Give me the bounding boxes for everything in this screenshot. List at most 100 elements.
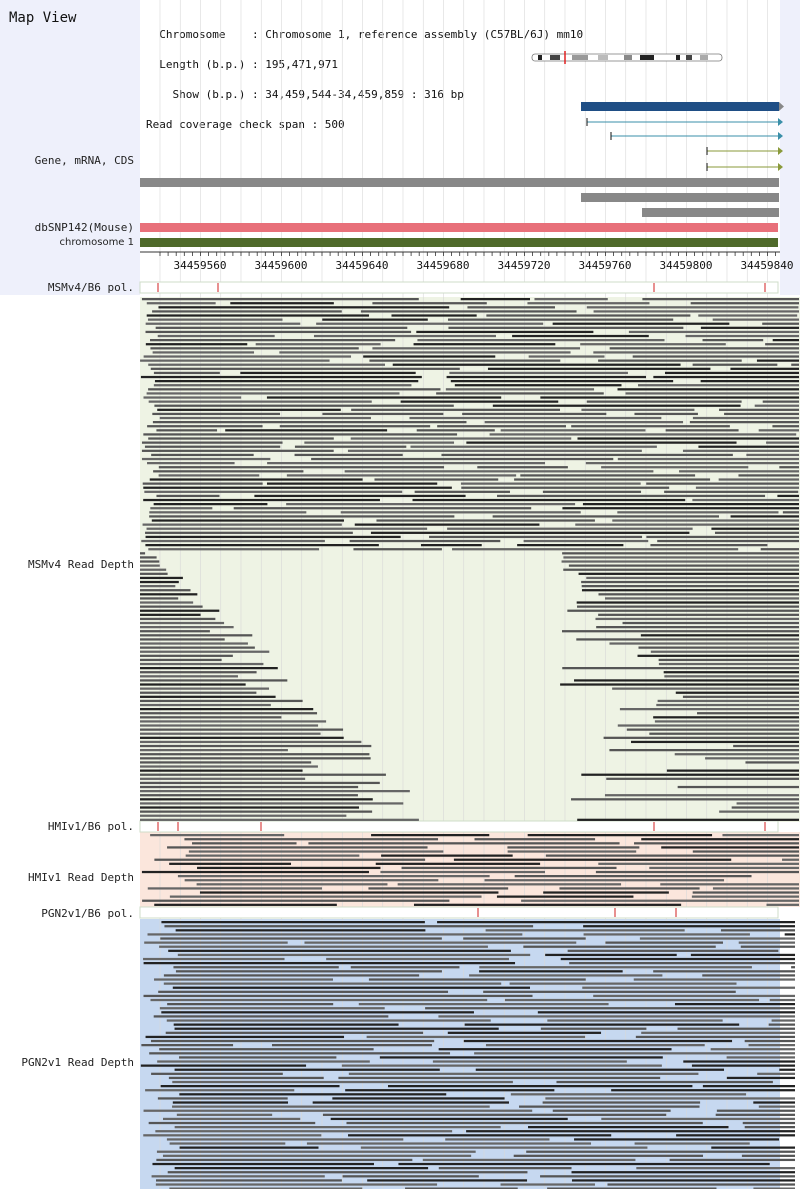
- sequence-read: [140, 691, 257, 694]
- right-margin-panel: [780, 0, 800, 295]
- sequence-read: [568, 564, 799, 567]
- sequence-read: [152, 1162, 374, 1166]
- sequence-read: [143, 1109, 533, 1112]
- sequence-read: [598, 593, 799, 596]
- sequence-read: [375, 862, 541, 865]
- sequence-read: [753, 1187, 795, 1189]
- sequence-read: [152, 310, 342, 313]
- sequence-read: [571, 425, 730, 428]
- sequence-read: [347, 449, 642, 452]
- sequence-read: [581, 773, 799, 776]
- sequence-read: [569, 962, 795, 965]
- sequence-read: [174, 1027, 499, 1030]
- sequence-read: [782, 858, 799, 861]
- sequence-read: [679, 470, 799, 473]
- sequence-read: [475, 1068, 725, 1071]
- sequence-read: [586, 576, 799, 580]
- sequence-read: [632, 355, 799, 358]
- sequence-read: [230, 302, 334, 305]
- sequence-read: [479, 966, 752, 969]
- sequence-read: [145, 531, 353, 534]
- sequence-read: [140, 601, 194, 604]
- sequence-read: [150, 347, 359, 350]
- sequence-read: [595, 870, 799, 874]
- sequence-read: [140, 593, 198, 596]
- sequence-read: [596, 626, 799, 629]
- sequence-read: [742, 1121, 795, 1125]
- sequence-read: [577, 437, 799, 440]
- sequence-read: [154, 380, 419, 383]
- sequence-read: [368, 887, 509, 890]
- sequence-read: [649, 732, 799, 735]
- chromosome-track-label: chromosome 1: [59, 237, 134, 248]
- sequence-read: [140, 773, 386, 776]
- sequence-read: [354, 523, 540, 526]
- sequence-read: [345, 1089, 555, 1092]
- sequence-read: [528, 1126, 729, 1129]
- sequence-read: [167, 1003, 334, 1006]
- sequence-read: [485, 929, 685, 932]
- sequence-read: [581, 408, 695, 411]
- sequence-read: [766, 903, 799, 906]
- sequence-read: [140, 810, 373, 813]
- sequence-read: [782, 511, 799, 514]
- sequence-read: [397, 883, 622, 886]
- sequence-read: [150, 339, 396, 342]
- sequence-read: [162, 1154, 472, 1157]
- sequence-read: [141, 870, 369, 874]
- sequence-read: [657, 539, 799, 543]
- sequence-read: [583, 925, 795, 928]
- sequence-read: [154, 903, 337, 906]
- sequence-read: [715, 1113, 795, 1116]
- sequence-read: [392, 363, 681, 366]
- sequence-read: [429, 535, 643, 539]
- sequence-read: [437, 425, 566, 428]
- sequence-read: [148, 388, 441, 391]
- sequence-read: [547, 1019, 723, 1022]
- sequence-read: [464, 1023, 740, 1026]
- transcript-arrow: [778, 132, 783, 140]
- sequence-read: [179, 1093, 447, 1096]
- sequence-read: [724, 412, 799, 416]
- sequence-read: [161, 1011, 474, 1014]
- sequence-read: [642, 298, 799, 301]
- sequence-read: [147, 318, 283, 321]
- sequence-read: [710, 1048, 795, 1051]
- sequence-read: [184, 838, 439, 841]
- sequence-read: [313, 334, 496, 338]
- sequence-read: [271, 1044, 432, 1047]
- sequence-read: [294, 445, 407, 448]
- sequence-read: [140, 769, 303, 772]
- sequence-read: [372, 347, 581, 350]
- sequence-read: [581, 585, 799, 588]
- gray-feature-bar: [642, 208, 779, 217]
- sequence-read: [466, 1130, 795, 1133]
- sequence-read: [340, 511, 581, 514]
- sequence-read: [586, 400, 742, 403]
- sequence-read: [441, 453, 733, 457]
- sequence-read: [705, 757, 799, 760]
- sequence-read: [351, 408, 561, 411]
- sequence-read: [150, 834, 285, 837]
- sequence-read: [153, 371, 220, 375]
- sequence-read: [474, 1052, 795, 1055]
- sequence-read: [358, 1003, 609, 1006]
- sequence-read: [169, 895, 482, 898]
- sequence-read: [156, 1150, 476, 1153]
- sequence-read: [762, 400, 799, 403]
- sequence-read: [156, 1179, 342, 1182]
- sequence-read: [700, 380, 799, 383]
- sequence-read: [416, 429, 495, 432]
- sequence-read: [147, 462, 235, 465]
- sequence-read: [658, 662, 799, 666]
- sequence-read: [311, 457, 614, 461]
- sequence-read: [736, 802, 799, 805]
- sequence-read: [148, 548, 320, 551]
- ideogram-band: [686, 55, 692, 60]
- sequence-read: [158, 990, 449, 993]
- hmi-pol-label: HMIv1/B6 pol.: [47, 820, 134, 833]
- sequence-read: [489, 433, 797, 436]
- sequence-read: [413, 343, 556, 346]
- sequence-read: [452, 548, 739, 551]
